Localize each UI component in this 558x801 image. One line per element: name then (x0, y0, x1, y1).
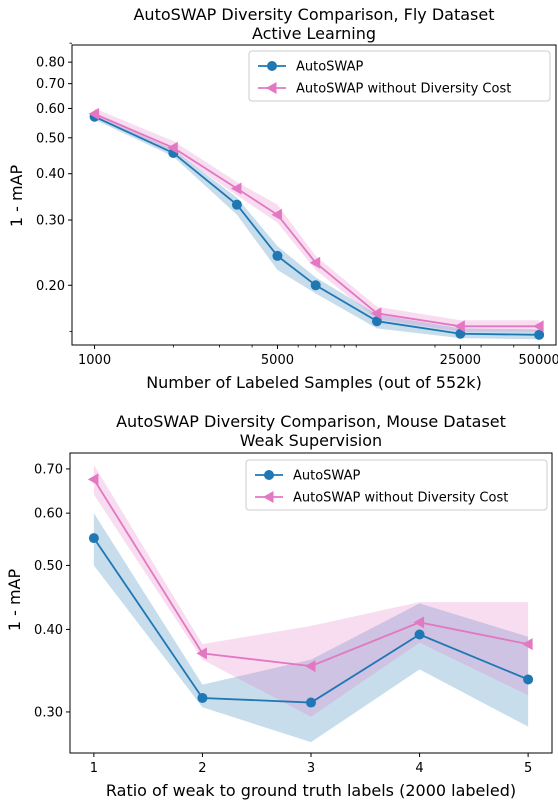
y-tick-label: 0.40 (34, 623, 63, 638)
chart-2: AutoSWAP Diversity Comparison, Mouse Dat… (5, 412, 553, 800)
series-1-line (94, 115, 540, 336)
chart-2-y-axis-label: 1 - mAP (5, 569, 24, 632)
series-2-point (522, 638, 533, 651)
x-tick-label: 2 (198, 761, 206, 776)
y-tick-label: 0.50 (36, 131, 65, 146)
series-1-point (534, 329, 545, 340)
series-2-line (94, 113, 540, 328)
y-tick-label: 0.60 (36, 102, 65, 117)
y-tick-label: 0.50 (34, 559, 63, 574)
y-tick-label: 0.20 (36, 279, 65, 294)
x-tick-label: 25000 (440, 353, 481, 368)
series-2-point (271, 208, 282, 221)
chart-1-subtitle: Active Learning (252, 24, 376, 43)
legend-swatch-marker (264, 470, 274, 480)
y-tick-label: 0.70 (34, 462, 63, 477)
series-2-point (230, 182, 242, 195)
chart-1: AutoSWAP Diversity Comparison, Fly Datas… (7, 5, 558, 392)
series-2-point (413, 616, 425, 629)
legend-swatch-marker (263, 491, 274, 503)
y-tick-label: 0.40 (36, 167, 65, 182)
series-1-point (523, 674, 534, 685)
x-tick-label: 1 (90, 761, 98, 776)
y-tick-label: 0.80 (36, 56, 65, 71)
chart-2-legend (245, 459, 548, 511)
series-1-point (272, 250, 283, 261)
series-2-point (533, 320, 544, 333)
series-1-band (93, 513, 529, 743)
x-tick-label: 4 (415, 761, 423, 776)
legend-label: AutoSWAP (293, 469, 360, 484)
chart-1-x-axis-label: Number of Labeled Samples (out of 552k) (146, 373, 482, 392)
legend-swatch-marker (267, 61, 277, 71)
y-tick-label: 0.30 (36, 214, 65, 229)
x-tick-label: 50000 (518, 353, 558, 368)
chart-1-y-axis-label: 1 - mAP (7, 165, 26, 228)
series-1-point (231, 199, 242, 210)
chart-2-x-axis-label: Ratio of weak to ground truth labels (20… (106, 781, 516, 800)
x-tick-label: 3 (307, 761, 315, 776)
y-tick-label: 0.30 (34, 705, 63, 720)
series-2-point (88, 107, 100, 120)
legend-swatch-marker (266, 82, 277, 94)
series-1-point (306, 697, 316, 708)
chart-1-plot-frame (71, 44, 557, 346)
x-tick-label: 5000 (261, 353, 294, 368)
series-1-point (455, 328, 466, 339)
series-1-point (414, 629, 425, 640)
x-tick-label: 1000 (78, 353, 111, 368)
series-2-point (167, 141, 178, 154)
series-1-point (88, 533, 99, 544)
series-1-point (310, 280, 321, 291)
legend-label: AutoSWAP (296, 60, 363, 75)
series-2-point (305, 660, 316, 673)
chart-1-title: AutoSWAP Diversity Comparison, Fly Datas… (133, 5, 494, 24)
y-tick-label: 0.60 (34, 507, 63, 522)
series-2-point (196, 647, 207, 660)
series-2-point (87, 473, 99, 486)
series-2-point (309, 256, 321, 269)
series-2-point (454, 320, 465, 333)
y-tick-label: 0.70 (36, 77, 65, 92)
x-tick-label: 5 (524, 761, 532, 776)
legend-label: AutoSWAP without Diversity Cost (293, 491, 508, 506)
chart-1-legend (248, 50, 551, 102)
chart-2-title: AutoSWAP Diversity Comparison, Mouse Dat… (116, 412, 506, 431)
series-1-point (197, 692, 208, 703)
series-2-band (94, 108, 540, 332)
series-1-point (371, 316, 382, 327)
chart-2-subtitle: Weak Supervision (240, 431, 382, 450)
series-2-point (370, 307, 382, 320)
legend-label: AutoSWAP without Diversity Cost (296, 82, 511, 97)
